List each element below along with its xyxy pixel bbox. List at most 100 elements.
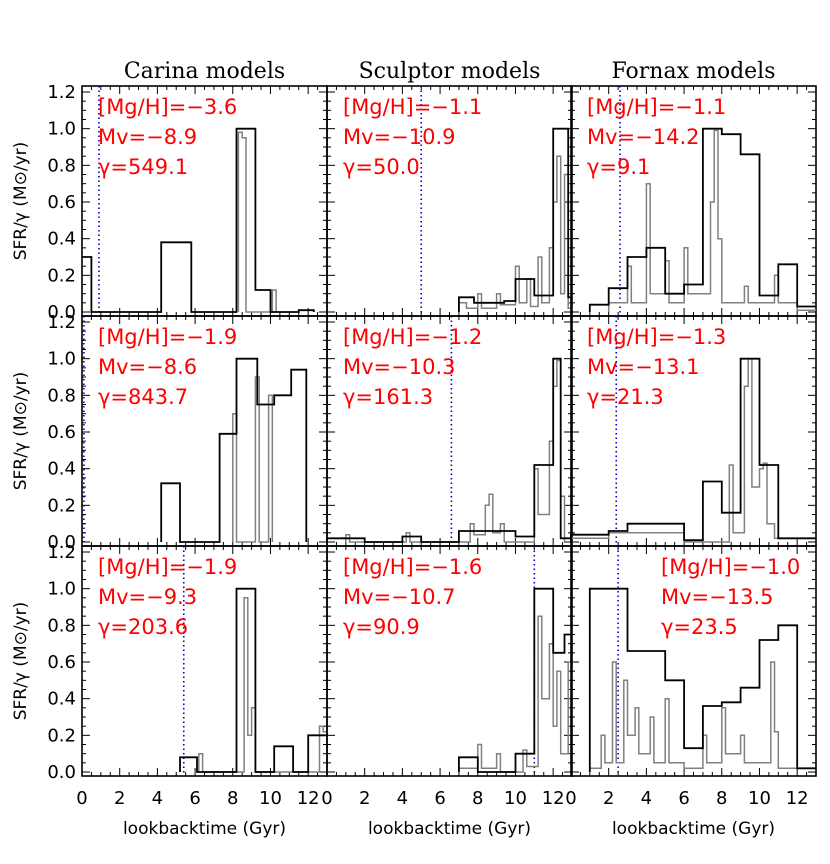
coarse-sfh-series (160, 357, 308, 543)
panel-frame (81, 85, 328, 317)
y-axis-label-row-2: SFR/γ (M⊙/yr) (11, 602, 31, 721)
panel-frame (326, 545, 573, 777)
annotation-line-2: γ=90.9 (343, 615, 420, 639)
coarse-sfh-series (457, 587, 572, 773)
coarse-sfh-series (457, 127, 572, 312)
annotation-line-0: [Mg/H]=−1.1 (587, 95, 726, 119)
x-tick-label: 2 (114, 788, 125, 809)
x-tick-label: 4 (641, 788, 652, 809)
annotation-line-0: [Mg/H]=−1.2 (343, 325, 482, 349)
fine-sfh-series (198, 597, 327, 773)
y-tick-label: 0.6 (47, 422, 76, 443)
x-tick-label: 6 (189, 788, 200, 809)
x-tick-label: 12 (786, 788, 809, 809)
y-tick-label: 1.2 (47, 82, 76, 103)
y-tick-label: 1.2 (47, 312, 76, 333)
coarse-sfh-series (588, 587, 816, 772)
annotation-line-1: Mv=−8.6 (98, 355, 197, 379)
panel-frame (326, 315, 573, 547)
x-tick-label: 12 (297, 788, 320, 809)
annotation-line-2: γ=50.0 (343, 155, 420, 179)
x-axis-label-col-0: lookbacktime (Gyr) (123, 819, 286, 839)
panel-frame (326, 85, 573, 317)
x-tick-label: 8 (227, 788, 238, 809)
panel-0-0: 0.0 0.2 0.4 0.6 0.8 1.0 1.2 [Mg/H]=−3.6 Mv=−8.9 γ… (47, 82, 328, 323)
y-tick-label: 0.2 (47, 495, 76, 516)
x-tick-label: 4 (397, 788, 408, 809)
y-tick-label: 0.2 (47, 725, 76, 746)
annotation-line-2: γ=9.1 (587, 155, 650, 179)
y-axis-label-row-0: SFR/γ (M⊙/yr) (11, 142, 31, 261)
column-title-1: Sculptor models (359, 59, 541, 84)
y-tick-label: 0.0 (47, 302, 76, 323)
annotation-line-1: Mv=−13.5 (661, 585, 774, 609)
annotation-line-1: Mv=−13.1 (587, 355, 700, 379)
panel-frame (81, 315, 328, 547)
annotation-line-2: γ=843.7 (98, 385, 188, 409)
panel-2-0: 0.0 0.2 0.4 0.6 0.8 1.0 1.2 0 2 4 6 8 10 12 [Mg/H]=−1.… (47, 542, 328, 809)
x-tick-label: 8 (472, 788, 483, 809)
x-tick-label: 2 (603, 788, 614, 809)
column-title-0: Carina models (124, 59, 285, 84)
panel-frame (570, 85, 817, 317)
annotation-line-2: γ=23.5 (661, 615, 738, 639)
annotation-line-0: [Mg/H]=−1.6 (343, 555, 482, 579)
y-tick-label: 0.8 (47, 155, 76, 176)
annotation-line-0: [Mg/H]=−1.3 (587, 325, 726, 349)
coarse-sfh-series (588, 127, 816, 312)
x-tick-label: 0 (565, 788, 576, 809)
x-tick-label: 0 (76, 788, 87, 809)
annotation-line-2: γ=161.3 (343, 385, 433, 409)
panel-0-2: [Mg/H]=−1.1 Mv=−14.2 γ=9.1 (570, 85, 817, 317)
y-tick-label: 0.4 (47, 459, 76, 480)
y-tick-label: 0.0 (47, 532, 76, 553)
fine-sfh-series (589, 661, 816, 772)
y-tick-label: 0.6 (47, 652, 76, 673)
panel-1-0: 0.0 0.2 0.4 0.6 0.8 1.0 1.2 [Mg/H]=−1.9 Mv=−8.6 γ… (47, 312, 328, 553)
x-tick-label: 10 (748, 788, 771, 809)
annotation-line-0: [Mg/H]=−1.1 (343, 95, 482, 119)
y-tick-label: 1.0 (47, 579, 76, 600)
x-tick-label: 8 (716, 788, 727, 809)
x-tick-label: 0 (321, 788, 332, 809)
x-axis-label-col-1: lookbacktime (Gyr) (368, 819, 531, 839)
annotation-line-0: [Mg/H]=−1.9 (98, 555, 237, 579)
y-axis-label-row-1: SFR/γ (M⊙/yr) (11, 372, 31, 491)
panel-frame (570, 315, 817, 547)
x-tick-label: 4 (152, 788, 163, 809)
y-tick-label: 0.4 (47, 229, 76, 250)
fine-sfh-series (237, 131, 277, 313)
column-title-2: Fornax models (611, 59, 775, 84)
y-tick-label: 1.0 (47, 349, 76, 370)
annotation-line-1: Mv=−10.7 (343, 585, 456, 609)
x-tick-label: 10 (259, 788, 282, 809)
y-tick-label: 0.0 (47, 762, 76, 783)
annotation-line-2: γ=549.1 (98, 155, 188, 179)
annotation-line-1: Mv=−10.9 (343, 125, 456, 149)
annotation-line-0: [Mg/H]=−1.9 (98, 325, 237, 349)
panel-2-1: 0 2 4 6 8 10 12 [Mg/H]=−1.6 Mv=−10.7 γ=90.9 (321, 545, 573, 809)
annotation-line-0: [Mg/H]=−3.6 (98, 95, 237, 119)
y-tick-label: 0.8 (47, 385, 76, 406)
panel-1-2: [Mg/H]=−1.3 Mv=−13.1 γ=21.3 (570, 315, 817, 547)
coarse-sfh-series (326, 357, 572, 543)
annotation-line-0: [Mg/H]=−1.0 (661, 555, 800, 579)
fine-sfh-series (607, 129, 816, 312)
fine-sfh-series (232, 376, 274, 543)
y-tick-label: 1.2 (47, 542, 76, 563)
y-tick-label: 0.2 (47, 265, 76, 286)
coarse-sfh-series (179, 587, 328, 773)
y-tick-label: 0.6 (47, 192, 76, 213)
panel-0-1: [Mg/H]=−1.1 Mv=−10.9 γ=50.0 (326, 85, 573, 317)
x-tick-label: 10 (504, 788, 527, 809)
x-axis-label-col-2: lookbacktime (Gyr) (612, 819, 775, 839)
x-tick-label: 2 (359, 788, 370, 809)
fine-sfh-series (458, 615, 572, 773)
panel-2-2: 0 2 4 6 8 10 12 [Mg/H]=−1.0 Mv=−13.5 γ=23.5 (565, 545, 817, 809)
x-tick-label: 6 (678, 788, 689, 809)
coarse-sfh-series (82, 127, 315, 313)
annotation-line-1: Mv=−8.9 (98, 125, 197, 149)
annotation-line-2: γ=21.3 (587, 385, 664, 409)
y-tick-label: 1.0 (47, 119, 76, 140)
